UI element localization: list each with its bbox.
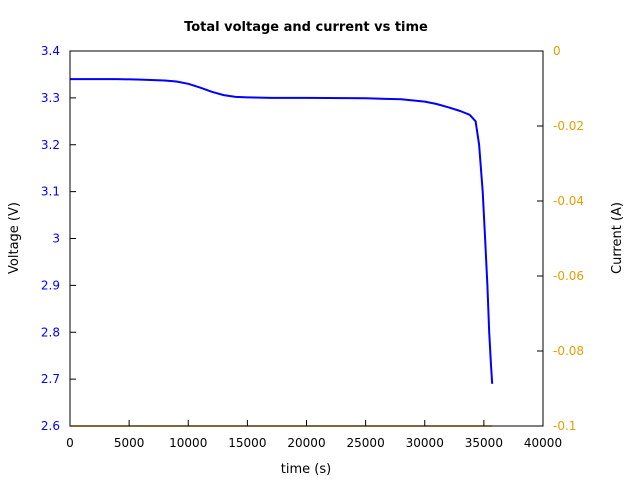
voltage-series xyxy=(70,78,494,384)
x-tick-label: 35000 xyxy=(465,436,503,450)
x-tick-label: 25000 xyxy=(347,436,385,450)
y-tick-label: 2.7 xyxy=(41,372,60,386)
y2-tick-label: -0.04 xyxy=(553,194,584,208)
chart-title: Total voltage and current vs time xyxy=(184,20,428,35)
y-tick-label: 2.8 xyxy=(41,325,60,339)
y-axis-label: Voltage (V) xyxy=(7,202,22,274)
y-tick-label: 2.9 xyxy=(41,278,60,292)
x-tick-label: 10000 xyxy=(169,436,207,450)
x-tick-label: 5000 xyxy=(114,436,145,450)
x-tick-label: 30000 xyxy=(406,436,444,450)
y-tick-label: 3.1 xyxy=(41,185,60,199)
y-tick-label: 3.3 xyxy=(41,91,60,105)
x-tick-label: 15000 xyxy=(228,436,266,450)
y2-tick-label: -0.02 xyxy=(553,119,584,133)
y-tick-label: 2.6 xyxy=(41,419,60,433)
y2-axis-label: Current (A) xyxy=(610,202,625,274)
y-axis-left: 2.6 2.7 2.8 2.9 3 3.1 3.2 3.3 3.4 xyxy=(41,44,76,433)
plot-frame xyxy=(69,50,544,427)
voltage-line xyxy=(70,78,494,384)
x-axis-label: time (s) xyxy=(281,462,331,477)
y2-tick-label: -0.08 xyxy=(553,344,584,358)
x-axis: 0 5000 10000 15000 20000 25000 30000 35000 40000 xyxy=(66,420,562,450)
y-tick-label: 3.4 xyxy=(41,44,60,58)
y2-tick-label: -0.1 xyxy=(553,419,576,433)
y-axis-right: -0.1 -0.08 -0.06 -0.04 -0.02 0 xyxy=(537,44,584,433)
y2-tick-label: -0.06 xyxy=(553,269,584,283)
x-tick-label: 20000 xyxy=(287,436,325,450)
x-tick-label: 40000 xyxy=(524,436,562,450)
y-tick-label: 3.2 xyxy=(41,138,60,152)
x-tick-label: 0 xyxy=(66,436,74,450)
y-tick-label: 3 xyxy=(52,232,60,246)
y2-tick-label: 0 xyxy=(553,44,561,58)
